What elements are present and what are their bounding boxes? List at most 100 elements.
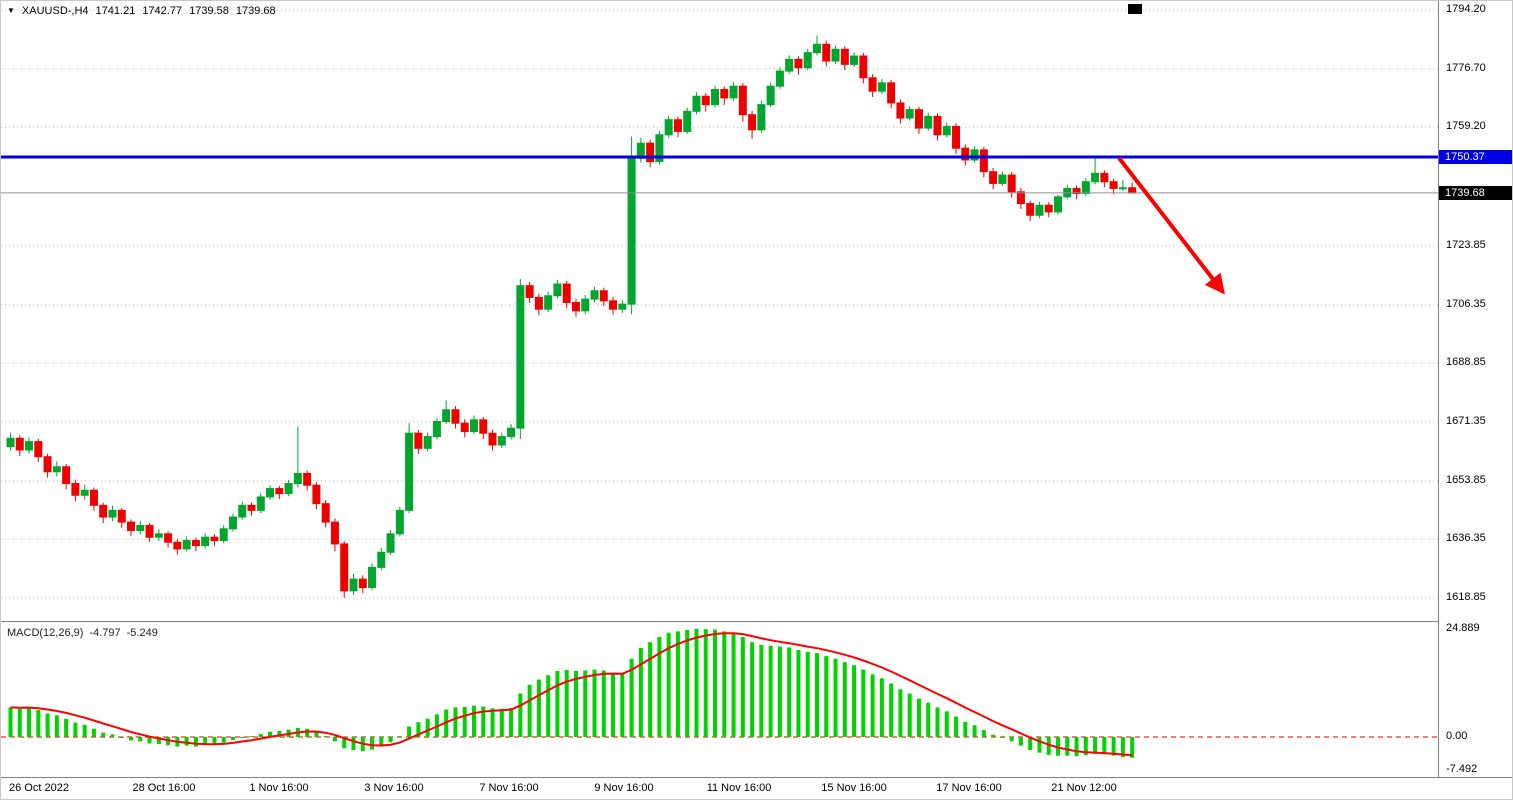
candle-body[interactable] [822,43,831,62]
candle-body[interactable] [71,483,80,496]
main-price-chart[interactable] [1,1,1438,621]
candle-body[interactable] [368,566,377,588]
candle-body[interactable] [80,489,89,496]
candle-body[interactable] [896,102,905,119]
candle-body[interactable] [479,419,488,434]
candle-body[interactable] [1128,187,1137,194]
candle-body[interactable] [748,114,757,131]
candle-body[interactable] [1100,172,1109,183]
candle-body[interactable] [117,509,126,523]
candle-body[interactable] [266,488,275,498]
candle-body[interactable] [358,578,367,588]
macd-panel[interactable] [1,622,1438,777]
candle-body[interactable] [405,432,414,511]
candle-body[interactable] [692,95,701,112]
candle-body[interactable] [386,533,395,553]
symbol-dropdown-icon[interactable]: ▼ [7,5,15,15]
candle-body[interactable] [1026,203,1035,216]
candle-body[interactable] [757,104,766,131]
candle-body[interactable] [1007,174,1016,193]
candle-body[interactable] [460,422,469,433]
candle-body[interactable] [664,119,673,136]
candle-body[interactable] [414,432,423,449]
candle-body[interactable] [924,115,933,129]
candle-body[interactable] [34,441,43,458]
candle-body[interactable] [534,296,543,310]
candle-body[interactable] [210,536,219,542]
candle-body[interactable] [154,533,163,538]
candle-body[interactable] [321,503,330,523]
down-arrow-object[interactable] [1117,156,1225,295]
candle-body[interactable] [738,85,747,116]
candle-body[interactable] [914,109,923,129]
candle-body[interactable] [349,578,358,592]
candle-body[interactable] [6,437,15,448]
candle-body[interactable] [293,472,302,485]
price-axis[interactable]: 1750.37 1739.68 1794.20 1776.70 1759.20 172… [1438,1,1512,777]
candle-body[interactable] [1091,172,1100,183]
candle-body[interactable] [15,437,24,451]
panel-divider[interactable] [1,621,1512,622]
candle-body[interactable] [182,540,191,550]
candle-body[interactable] [1054,196,1063,213]
candle-body[interactable] [275,488,284,495]
candle-body[interactable] [256,496,265,511]
candle-body[interactable] [887,82,896,104]
candle-body[interactable] [812,43,821,54]
candle-body[interactable] [395,509,404,535]
candle-body[interactable] [794,58,803,69]
candle-body[interactable] [701,95,710,106]
candle-body[interactable] [952,125,961,149]
candle-body[interactable] [62,466,71,485]
candle-body[interactable] [89,489,98,506]
candle-body[interactable] [164,533,173,543]
candle-body[interactable] [145,524,154,538]
candle-body[interactable] [52,466,61,473]
candle-body[interactable] [831,48,840,62]
candle-body[interactable] [25,441,34,451]
time-axis[interactable]: 26 Oct 2022 28 Oct 16:00 1 Nov 16:00 3 Nov … [1,777,1512,799]
candle-body[interactable] [1081,181,1090,194]
candle-body[interactable] [673,119,682,132]
candle-body[interactable] [850,55,859,65]
candle-body[interactable] [803,52,812,69]
candle-body[interactable] [868,77,877,92]
candle-body[interactable] [1109,181,1118,189]
candle-body[interactable] [432,421,441,438]
candle-body[interactable] [655,134,664,163]
candle-body[interactable] [562,283,571,303]
candle-body[interactable] [1118,187,1127,190]
candle-body[interactable] [553,283,562,297]
candle-body[interactable] [998,174,1007,184]
candle-body[interactable] [720,89,729,99]
candle-body[interactable] [201,536,210,547]
candle-body[interactable] [191,540,200,547]
candle-body[interactable] [312,484,321,505]
candle-body[interactable] [238,504,247,518]
candle-body[interactable] [377,551,386,568]
candle-body[interactable] [627,157,636,305]
candle-body[interactable] [516,285,525,429]
candle-body[interactable] [729,85,738,99]
candle-body[interactable] [507,427,516,438]
candle-body[interactable] [340,543,349,592]
candle-body[interactable] [1016,191,1025,205]
candle-body[interactable] [840,48,849,65]
candle-body[interactable] [284,483,293,495]
candle-body[interactable] [775,70,784,87]
candle-body[interactable] [683,110,692,132]
candle-body[interactable] [442,409,451,423]
candle-body[interactable] [423,436,432,449]
candle-body[interactable] [590,290,599,300]
candle-body[interactable] [497,436,506,446]
candle-body[interactable] [942,125,951,136]
candle-body[interactable] [43,456,52,473]
candle-body[interactable] [451,409,460,424]
candle-body[interactable] [525,285,534,298]
chart-shift-marker[interactable] [1128,4,1142,14]
candle-body[interactable] [247,504,256,511]
candle-body[interactable] [961,147,970,161]
candle-body[interactable] [877,82,886,92]
candle-body[interactable] [303,472,312,486]
candle-body[interactable] [330,521,339,545]
